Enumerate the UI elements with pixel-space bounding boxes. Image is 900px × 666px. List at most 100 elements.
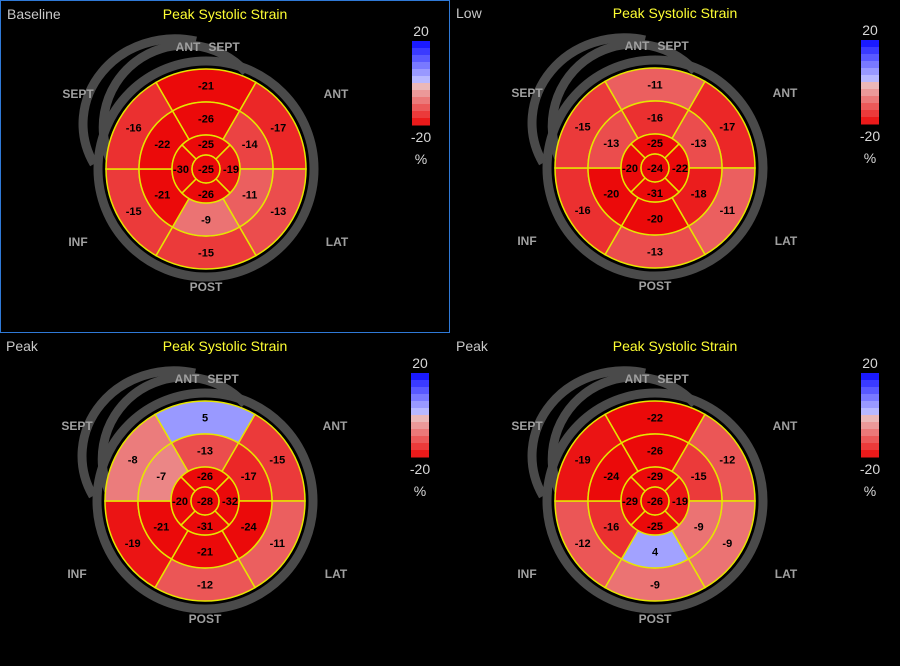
legend-unit: % (414, 483, 426, 499)
orient-lat: LAT (325, 567, 348, 581)
orient-post: POST (639, 279, 672, 293)
segment-label: -15 (691, 471, 707, 483)
bullseye-plot: ANT SEPT SEPT ANT INF LAT POST 5 -15 -11 -12 -19 -8 -… (61, 355, 430, 626)
panel-label: Low (456, 5, 482, 21)
orient-ant-top: ANT (625, 39, 650, 53)
color-scale-step (861, 387, 879, 395)
orient-sept: SEPT (61, 419, 93, 433)
bullseye-panel-2[interactable]: Low Peak Systolic Strain ANT SEPT SEPT ANT I… (450, 0, 900, 333)
color-scale-legend: 20 -20% (860, 22, 880, 166)
segment-label: -21 (198, 81, 214, 93)
bullseye-plot: ANT SEPT SEPT ANT INF LAT POST -22 -12 -9 -9 -12 -19… (511, 355, 880, 626)
segment-label: -25 (647, 138, 663, 150)
segment-apex[interactable] (190, 486, 220, 516)
legend-min: -20 (410, 461, 430, 477)
segment-label: -20 (172, 496, 188, 508)
segment-label: -13 (691, 138, 707, 150)
segment-label: -16 (126, 122, 142, 134)
orient-inf: INF (68, 235, 87, 249)
color-scale-step (861, 96, 879, 104)
color-scale-step (861, 103, 879, 111)
color-scale-step (411, 373, 429, 381)
segment-label: -20 (647, 214, 663, 226)
orient-lat: LAT (775, 234, 798, 248)
bullseye-panel-3[interactable]: Peak Peak Systolic Strain ANT SEPT SEPT ANT… (0, 333, 450, 666)
segment-label: -21 (153, 521, 169, 533)
panel-title: Peak Systolic Strain (612, 5, 738, 21)
color-scale-step (412, 62, 430, 70)
orient-sept-top: SEPT (657, 372, 689, 386)
segment-label: -31 (647, 188, 663, 200)
segment-label: -19 (223, 164, 239, 176)
segment-label: -11 (647, 80, 662, 92)
segment-label: -11 (242, 189, 257, 201)
bullseye-panel-1[interactable]: Baseline Peak Systolic Strain ANT SEPT SEP… (0, 0, 450, 333)
segment-label: -22 (647, 413, 663, 425)
color-scale-step (861, 40, 879, 48)
orient-inf: INF (67, 567, 86, 581)
color-scale-step (412, 118, 430, 126)
orient-lat: LAT (775, 567, 798, 581)
color-scale-step (861, 47, 879, 55)
segment-label: -13 (270, 206, 286, 218)
segment-apex[interactable] (191, 154, 221, 184)
panel-title: Peak Systolic Strain (162, 6, 288, 22)
panel-title: Peak Systolic Strain (162, 338, 288, 354)
segment-label: -9 (694, 521, 704, 533)
color-scale-step (861, 408, 879, 416)
segment-label: -25 (647, 521, 663, 533)
color-scale-step (861, 415, 879, 423)
legend-unit: % (415, 151, 427, 167)
legend-unit: % (864, 150, 876, 166)
orient-ant: ANT (323, 419, 348, 433)
orient-ant-top: ANT (625, 372, 650, 386)
color-scale-step (861, 61, 879, 69)
color-scale-step (861, 117, 879, 125)
color-scale-step (412, 55, 430, 63)
segment-label: -20 (622, 163, 638, 175)
segments (105, 68, 307, 270)
segment-label: -17 (241, 471, 257, 483)
segment-label: -17 (719, 121, 735, 133)
color-scale-step (411, 415, 429, 423)
orient-lat: LAT (326, 235, 349, 249)
segment-label: -24 (241, 521, 258, 533)
orient-sept-top: SEPT (208, 40, 240, 54)
segment-label: -24 (647, 163, 664, 175)
segment-apex[interactable] (640, 153, 670, 183)
legend-max: 20 (862, 22, 878, 38)
segment-label: -21 (154, 189, 170, 201)
color-scale-step (861, 68, 879, 76)
color-scale-step (861, 82, 879, 90)
color-scale-step (411, 450, 429, 458)
orient-sept-top: SEPT (207, 372, 239, 386)
orient-sept-top: SEPT (657, 39, 689, 53)
segment-label: -18 (691, 188, 707, 200)
color-scale-step (861, 422, 879, 430)
segments (554, 400, 756, 602)
segment-label: -12 (197, 580, 213, 592)
segment-label: -19 (575, 454, 591, 466)
segment-label: -19 (672, 496, 688, 508)
segment-label: -26 (647, 496, 663, 508)
color-scale-step (412, 111, 430, 119)
segment-apex[interactable] (640, 486, 670, 516)
segment-label: -25 (198, 164, 214, 176)
orient-ant-top: ANT (175, 372, 200, 386)
segment-label: -16 (575, 205, 591, 217)
panel-label: Baseline (7, 6, 61, 22)
segment-label: -29 (622, 496, 638, 508)
orient-ant-top: ANT (176, 40, 201, 54)
segment-label: -14 (242, 139, 259, 151)
color-scale-step (412, 76, 430, 84)
color-scale-step (411, 408, 429, 416)
legend-min: -20 (411, 129, 431, 145)
bullseye-panel-4[interactable]: Peak Peak Systolic Strain ANT SEPT SEPT ANT… (450, 333, 900, 666)
color-scale-step (412, 83, 430, 91)
legend-min: -20 (860, 128, 880, 144)
segment-label: 5 (202, 413, 208, 425)
segment-label: -15 (269, 454, 285, 466)
segment-label: -28 (197, 496, 213, 508)
color-scale-step (861, 75, 879, 83)
